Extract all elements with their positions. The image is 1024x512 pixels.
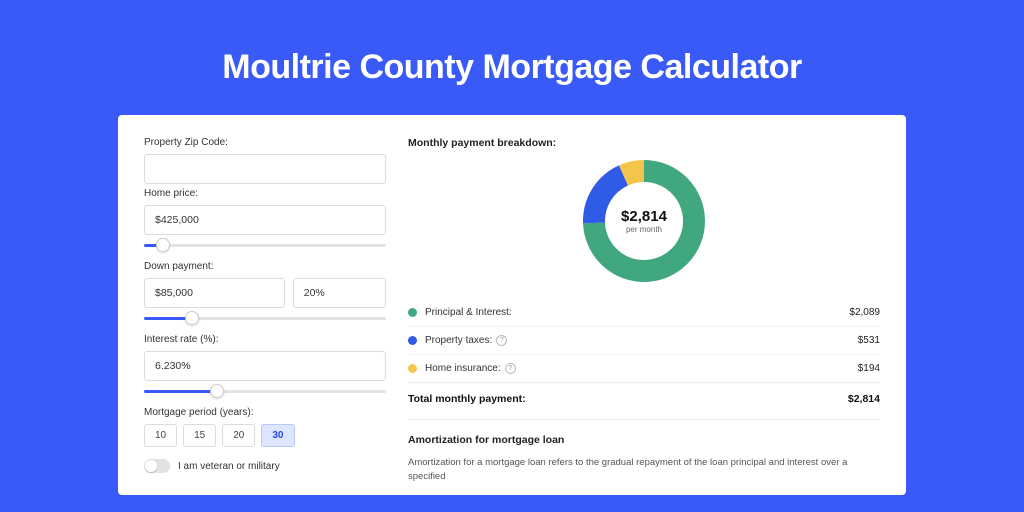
period-options: 10 15 20 30 — [144, 424, 386, 447]
rate-slider-thumb[interactable] — [210, 384, 224, 398]
amortization-title: Amortization for mortgage loan — [408, 434, 880, 446]
zip-label: Property Zip Code: — [144, 137, 386, 148]
period-option-30[interactable]: 30 — [261, 424, 294, 447]
legend-name: Property taxes:? — [425, 335, 858, 346]
rate-input[interactable] — [144, 351, 386, 381]
legend-dot — [408, 308, 417, 317]
total-label: Total monthly payment: — [408, 393, 526, 405]
donut-total: $2,814 — [621, 208, 667, 225]
down-slider[interactable] — [144, 312, 386, 326]
legend-name: Principal & Interest: — [425, 307, 849, 318]
rate-slider[interactable] — [144, 385, 386, 399]
down-amount-input[interactable] — [144, 278, 285, 308]
down-percent-input[interactable] — [293, 278, 386, 308]
period-option-10[interactable]: 10 — [144, 424, 177, 447]
legend-dot — [408, 364, 417, 373]
legend-value: $531 — [858, 335, 880, 346]
breakdown-title: Monthly payment breakdown: — [408, 137, 880, 149]
calculator-card: Property Zip Code: Home price: Down paym… — [118, 115, 906, 495]
legend-row: Property taxes:?$531 — [408, 326, 880, 354]
price-label: Home price: — [144, 188, 386, 199]
period-label: Mortgage period (years): — [144, 407, 386, 418]
results-panel: Monthly payment breakdown: $2,814 per mo… — [408, 137, 880, 495]
amortization-section: Amortization for mortgage loan Amortizat… — [408, 419, 880, 484]
period-option-15[interactable]: 15 — [183, 424, 216, 447]
breakdown-donut: $2,814 per month — [580, 157, 708, 285]
total-value: $2,814 — [848, 393, 880, 405]
legend-row: Principal & Interest:$2,089 — [408, 299, 880, 326]
period-option-20[interactable]: 20 — [222, 424, 255, 447]
price-slider[interactable] — [144, 239, 386, 253]
inputs-panel: Property Zip Code: Home price: Down paym… — [144, 137, 386, 495]
amortization-body: Amortization for a mortgage loan refers … — [408, 456, 880, 484]
rate-label: Interest rate (%): — [144, 334, 386, 345]
price-slider-thumb[interactable] — [156, 238, 170, 252]
help-icon[interactable]: ? — [496, 335, 507, 346]
veteran-toggle[interactable] — [144, 459, 170, 473]
price-input[interactable] — [144, 205, 386, 235]
donut-unit: per month — [626, 225, 662, 234]
down-slider-thumb[interactable] — [185, 311, 199, 325]
rate-slider-fill — [144, 390, 217, 393]
breakdown-legend: Principal & Interest:$2,089Property taxe… — [408, 299, 880, 382]
veteran-label: I am veteran or military — [178, 461, 280, 472]
page-title: Moultrie County Mortgage Calculator — [0, 48, 1024, 87]
legend-name: Home insurance:? — [425, 363, 858, 374]
legend-dot — [408, 336, 417, 345]
legend-value: $194 — [858, 363, 880, 374]
zip-input[interactable] — [144, 154, 386, 184]
down-label: Down payment: — [144, 261, 386, 272]
legend-row: Home insurance:?$194 — [408, 354, 880, 382]
total-row: Total monthly payment: $2,814 — [408, 382, 880, 419]
legend-value: $2,089 — [849, 307, 880, 318]
help-icon[interactable]: ? — [505, 363, 516, 374]
